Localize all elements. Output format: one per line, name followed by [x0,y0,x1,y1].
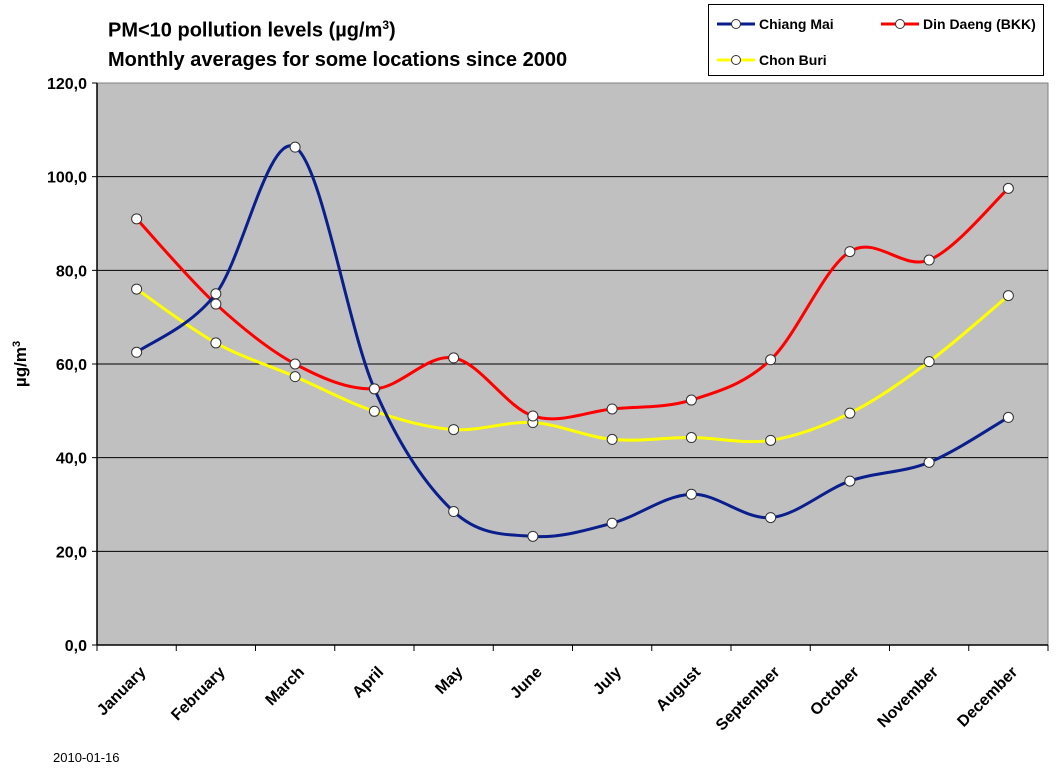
data-point-chiang-mai [844,475,856,487]
x-tick-label: November [875,664,942,731]
x-tick-label: January [94,664,149,719]
data-point-chiang-mai [210,288,222,300]
x-tick-label: December [954,664,1021,731]
y-tick-label: 40,0 [56,451,87,468]
data-point-chiang-mai [765,512,777,524]
data-point-din-daeng-bkk [289,358,301,370]
legend-label-chon-buri: Chon Buri [759,52,827,68]
legend-label-din-daeng: Din Daeng (BKK) [923,16,1036,32]
data-point-chon-buri [131,283,143,295]
y-tick-label: 100,0 [47,170,87,187]
data-point-chiang-mai [1002,411,1014,423]
y-axis-label: µg/m3 [11,341,30,387]
data-point-chon-buri [210,337,222,349]
data-point-din-daeng-bkk [844,246,856,258]
legend-label-chiang-mai: Chiang Mai [759,16,834,32]
data-point-chiang-mai [606,517,618,529]
data-point-chiang-mai [685,488,697,500]
x-tick-label: March [263,664,308,709]
data-point-din-daeng-bkk [527,410,539,422]
x-tick-label: October [807,664,862,719]
chart-title-line2: Monthly averages for some locations sinc… [108,49,568,71]
x-tick-label: February [168,664,229,725]
series-line-chon-buri [135,287,1010,444]
x-tick-label: April [349,664,387,702]
data-point-din-daeng-bkk [685,394,697,406]
data-point-din-daeng-bkk [1002,182,1014,194]
data-point-chon-buri [923,356,935,368]
x-tick-label: June [507,664,545,702]
x-tick-label: July [590,664,625,699]
chart-title-line1: PM<10 pollution levels (µg/m3) [108,18,396,42]
data-point-din-daeng-bkk [765,354,777,366]
data-point-chon-buri [289,371,301,383]
data-point-din-daeng-bkk [606,403,618,415]
data-point-chon-buri [685,432,697,444]
x-tick-label: May [432,664,466,698]
data-point-chiang-mai [923,456,935,468]
x-tick-label: September [713,664,784,735]
data-point-chiang-mai [527,530,539,542]
date-stamp: 2010-01-16 [53,750,120,765]
data-point-din-daeng-bkk [923,254,935,266]
y-tick-label: 0,0 [65,638,87,655]
data-point-chon-buri [1002,290,1014,302]
x-tick-label: August [653,663,704,714]
data-point-chon-buri [606,433,618,445]
data-point-chon-buri [765,434,777,446]
y-tick-label: 80,0 [56,263,87,280]
data-point-din-daeng-bkk [131,213,143,225]
data-point-chon-buri [844,407,856,419]
data-point-chiang-mai [289,141,301,153]
y-tick-label: 120,0 [47,76,87,93]
y-tick-label: 20,0 [56,544,87,561]
data-point-din-daeng-bkk [448,352,460,364]
data-point-chiang-mai [131,346,143,358]
legend: Chiang Mai Din Daeng (BKK) Chon Buri [708,4,1044,76]
y-tick-label: 60,0 [56,357,87,374]
data-point-chon-buri [368,405,380,417]
data-point-chiang-mai [368,383,380,395]
data-point-din-daeng-bkk [210,298,222,310]
data-point-chiang-mai [448,506,460,518]
data-point-chon-buri [448,424,460,436]
series-line-din-daeng-bkk [135,187,1010,421]
